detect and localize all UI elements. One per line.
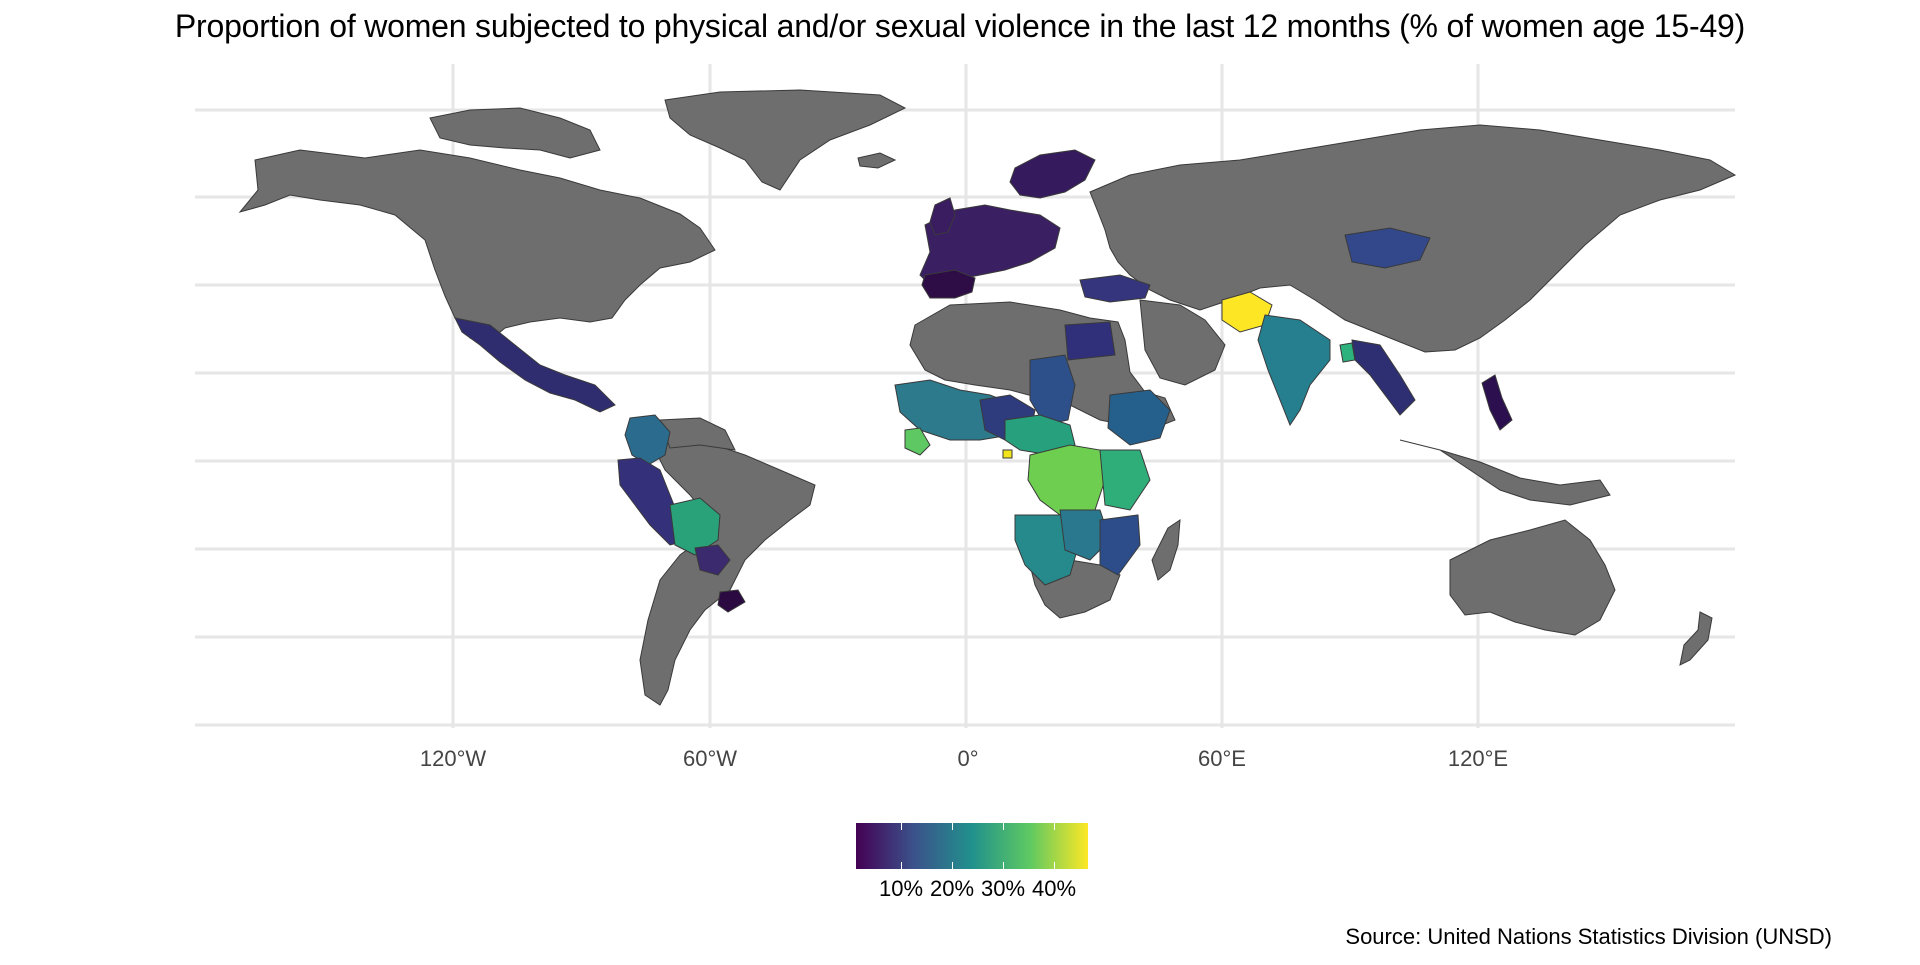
legend-label: 10% xyxy=(878,876,924,901)
x-tick-label: 0° xyxy=(957,746,979,771)
region-colombia xyxy=(624,414,671,466)
arabian-peninsula xyxy=(1139,299,1226,386)
south-america-north xyxy=(659,417,736,451)
legend-tick xyxy=(1054,862,1055,869)
region-myanmar-indochina xyxy=(1351,339,1416,416)
region-bolivia xyxy=(669,497,721,556)
region-mozambique xyxy=(1099,514,1141,576)
legend-tick xyxy=(952,823,953,830)
south-america-east xyxy=(639,439,816,706)
southeast-asia-islands xyxy=(1399,439,1611,506)
region-mexico-central-america xyxy=(454,317,616,413)
region-uk xyxy=(929,197,956,236)
x-tick-label: 120°W xyxy=(419,746,487,771)
region-ethiopia xyxy=(1107,389,1171,446)
region-drc xyxy=(1027,444,1106,516)
region-scandinavia xyxy=(1009,149,1096,199)
legend-colorbar xyxy=(856,823,1088,869)
legend-tick xyxy=(1003,823,1004,830)
north-america xyxy=(238,149,716,343)
australia xyxy=(1449,519,1616,636)
legend-label: 20% xyxy=(929,876,975,901)
madagascar xyxy=(1151,519,1181,581)
region-philippines xyxy=(1481,374,1513,431)
region-turkey xyxy=(1079,274,1151,303)
region-india xyxy=(1257,314,1331,427)
iceland xyxy=(857,152,897,169)
legend-tick xyxy=(952,862,953,869)
chart-title: Proportion of women subjected to physica… xyxy=(174,8,1746,44)
source-caption: Source: United Nations Statistics Divisi… xyxy=(1345,924,1832,949)
arctic-islands xyxy=(429,107,601,159)
region-mongolia xyxy=(1344,227,1431,269)
new-zealand xyxy=(1679,611,1713,666)
legend-tick xyxy=(1054,823,1055,830)
color-legend xyxy=(856,823,1088,869)
region-egypt xyxy=(1064,321,1116,361)
region-sudan xyxy=(1029,354,1076,426)
legend-tick xyxy=(901,823,902,830)
x-tick-label: 60°E xyxy=(1198,746,1246,771)
region-sierra-leone xyxy=(904,427,931,456)
legend-tick xyxy=(1003,862,1004,869)
region-iberia xyxy=(921,269,976,299)
data-regions xyxy=(454,149,1513,613)
legend-label: 40% xyxy=(1031,876,1077,901)
region-equatorial-guinea xyxy=(1002,449,1013,459)
legend-tick xyxy=(901,862,902,869)
x-tick-label: 120°E xyxy=(1447,746,1509,771)
legend-label: 30% xyxy=(980,876,1026,901)
region-uruguay xyxy=(717,589,746,613)
region-paraguay xyxy=(694,544,731,576)
greenland xyxy=(664,89,907,191)
x-tick-label: 60°W xyxy=(682,746,738,771)
region-east-africa xyxy=(1099,449,1151,511)
